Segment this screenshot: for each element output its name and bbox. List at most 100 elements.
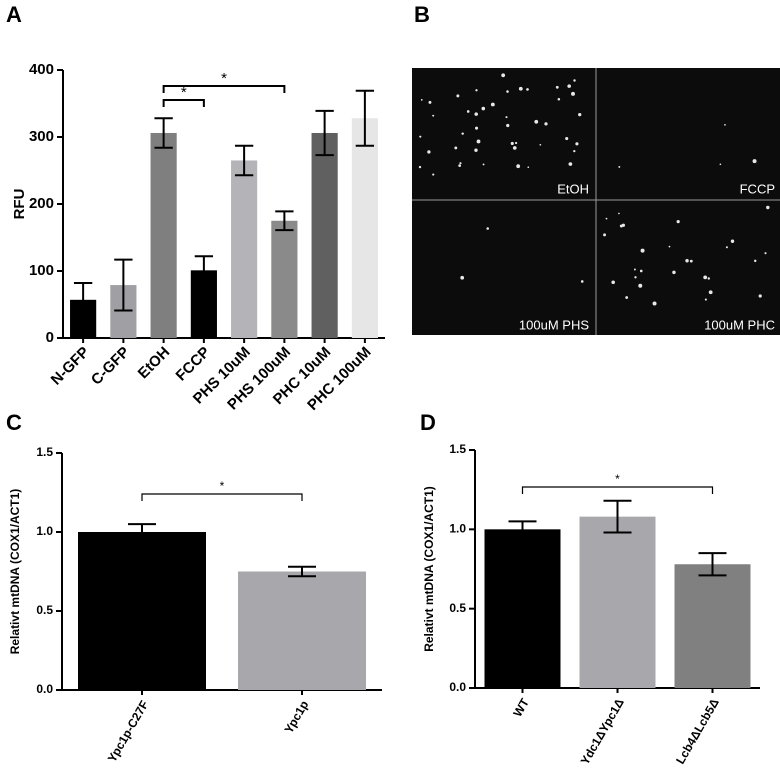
cell (567, 84, 571, 88)
cell (638, 283, 643, 288)
error-bar (315, 109, 334, 157)
cell (634, 276, 637, 279)
cell (514, 141, 518, 145)
significance-bracket (521, 486, 714, 494)
panel-letter: D (420, 410, 436, 435)
y-axis-label: Relativt mtDNA (COX1/ACT1) (8, 489, 22, 655)
cell (758, 294, 762, 298)
cell (458, 164, 461, 167)
cell (516, 164, 521, 169)
significance-bracket (162, 99, 205, 107)
panel-letter: C (6, 410, 22, 435)
y-tick-label: 1.5 (449, 442, 466, 456)
error-bar (234, 144, 254, 177)
cell (466, 110, 470, 113)
cell (505, 116, 508, 119)
cell (703, 275, 708, 280)
x-tick-label: Ypc1p-C27F (105, 698, 151, 764)
y-tick-label: 100 (29, 262, 54, 279)
error-bar (603, 499, 632, 534)
cell (725, 246, 728, 249)
bar (674, 564, 751, 688)
cell (432, 114, 435, 117)
cell (639, 269, 643, 273)
cell (685, 259, 689, 263)
cell (475, 126, 479, 130)
y-tick-label: 200 (29, 195, 54, 212)
significance-label: * (220, 479, 225, 493)
bar (484, 529, 561, 688)
cell (512, 146, 517, 150)
cell (418, 165, 422, 169)
cell (640, 248, 645, 253)
cell (486, 227, 489, 230)
bar (150, 132, 177, 338)
cell (652, 301, 657, 306)
significance-label: * (615, 472, 620, 486)
panel-letter: B (414, 2, 430, 27)
error-bar (194, 255, 214, 286)
x-tick-label: EtOH (135, 344, 174, 383)
cell (754, 259, 757, 263)
cell (575, 142, 579, 146)
cell (625, 296, 629, 299)
cell (506, 123, 510, 128)
cell (420, 98, 423, 101)
cell (526, 88, 529, 91)
cell (764, 252, 767, 255)
significance-label: * (221, 70, 227, 87)
significance-label: * (181, 84, 187, 101)
cell (704, 298, 707, 301)
significance-bracket (162, 85, 286, 93)
y-axis-label: RFU (11, 189, 28, 220)
cell (474, 112, 478, 116)
cell (618, 212, 620, 215)
cell (476, 139, 481, 144)
error-bar (128, 523, 156, 541)
bar (579, 516, 656, 688)
error-bar (288, 565, 316, 578)
cell (557, 97, 561, 101)
bar (351, 118, 378, 339)
bar (78, 532, 206, 690)
cell (482, 163, 485, 166)
image-label: EtOH (557, 181, 589, 196)
micrograph: EtOH FCCP 100uM PHS 100uM PHC (412, 68, 780, 335)
cell (555, 85, 559, 89)
cell (708, 290, 713, 295)
cell (539, 143, 542, 146)
panel-letter: A (6, 2, 22, 27)
y-tick-label: 400 (29, 61, 54, 78)
cell (544, 122, 548, 126)
cell (460, 275, 465, 280)
cell (427, 150, 431, 154)
significance-bracket (141, 493, 303, 501)
bar (238, 571, 366, 690)
cell (501, 73, 506, 78)
cell (474, 148, 478, 152)
error-bar (355, 89, 375, 147)
y-tick-label: 1.0 (36, 524, 53, 538)
cell (766, 205, 770, 210)
y-tick-label: 0.0 (449, 680, 466, 694)
error-bar (275, 210, 294, 232)
x-tick-label: C-GFP (88, 344, 133, 389)
cell (578, 113, 582, 117)
cell (707, 277, 710, 280)
cell (419, 135, 422, 138)
image-label: 100uM PHC (704, 317, 775, 332)
cell (481, 106, 486, 111)
cell (432, 173, 435, 176)
cell (428, 100, 432, 104)
x-tick-label: Ydc1ΔYpc1Δ (578, 696, 627, 767)
y-tick-label: 0 (46, 329, 54, 346)
image-label: 100uM PHS (519, 317, 589, 332)
cell (618, 165, 621, 168)
bar (271, 220, 298, 338)
cell (510, 141, 514, 146)
cell (456, 94, 460, 98)
bar (231, 160, 258, 338)
cell (527, 166, 530, 169)
y-tick-label: 1.5 (36, 445, 53, 459)
